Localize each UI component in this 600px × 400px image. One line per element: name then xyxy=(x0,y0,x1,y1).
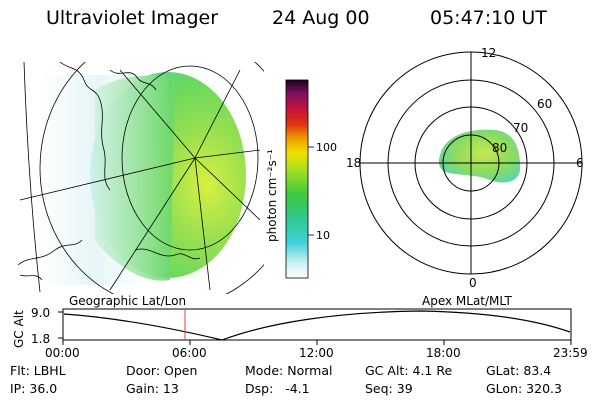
xtick-0000: 00:00 xyxy=(45,346,80,360)
geographic-panel-label: Geographic Lat/Lon xyxy=(69,294,187,308)
xtick-2359: 23:59 xyxy=(553,346,588,360)
mlt-label-12: 12 xyxy=(481,46,497,60)
info-glat: GLat: 83.4 xyxy=(486,363,552,378)
colorbar-tick-10: 10 xyxy=(316,229,330,242)
mlat-label-80: 80 xyxy=(492,141,508,155)
ytick-1.8: 1.8 xyxy=(31,332,51,346)
colorbar xyxy=(285,79,309,279)
info-dsp: Dsp: -4.1 xyxy=(245,381,310,396)
info-gain: Gain: 13 xyxy=(126,381,179,396)
info-seq: Seq: 39 xyxy=(365,381,413,396)
geographic-image xyxy=(17,62,264,294)
apex-panel-label: Apex MLat/MLT xyxy=(422,294,512,308)
polar-plot xyxy=(359,51,583,275)
ytick-9: 9.0 xyxy=(31,306,51,320)
colorbar-units-label: photon cm⁻²s⁻¹ xyxy=(265,149,279,242)
colorbar-tick-100: 100 xyxy=(316,141,337,154)
xtick-0600: 06:00 xyxy=(172,346,207,360)
mlt-label-18: 18 xyxy=(346,156,362,170)
info-filter: Flt: LBHL xyxy=(10,363,66,378)
timeline-ylabel: GC Alt xyxy=(12,310,26,348)
mlat-label-60: 60 xyxy=(537,97,553,111)
mlt-label-0: 0 xyxy=(469,276,477,290)
info-mode: Mode: Normal xyxy=(245,363,333,378)
mlat-label-70: 70 xyxy=(513,121,529,135)
info-ip: IP: 36.0 xyxy=(10,381,58,396)
info-glon: GLon: 320.3 xyxy=(486,381,562,396)
xtick-1800: 18:00 xyxy=(426,346,461,360)
mlt-label-6: 6 xyxy=(576,156,584,170)
observation-time: 05:47:10 UT xyxy=(430,7,547,29)
altitude-timeline xyxy=(58,308,572,345)
info-door: Door: Open xyxy=(126,363,198,378)
instrument-title: Ultraviolet Imager xyxy=(46,7,219,29)
xtick-1200: 12:00 xyxy=(299,346,334,360)
altitude-curve xyxy=(63,310,571,341)
observation-date: 24 Aug 00 xyxy=(272,7,370,29)
info-gc-alt: GC Alt: 4.1 Re xyxy=(365,363,453,378)
